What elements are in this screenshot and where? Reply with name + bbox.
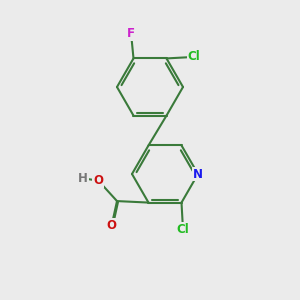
Text: H: H (78, 172, 88, 185)
Text: Cl: Cl (177, 223, 189, 236)
Text: Cl: Cl (188, 50, 200, 63)
Text: N: N (193, 167, 203, 181)
Text: O: O (106, 219, 117, 232)
Text: F: F (127, 27, 135, 40)
Text: O: O (93, 174, 103, 187)
